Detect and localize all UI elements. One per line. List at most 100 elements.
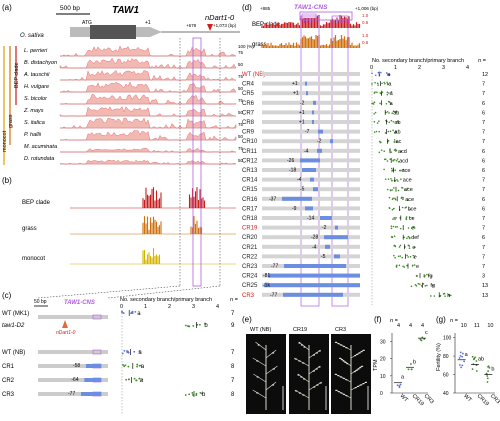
d-row-bar — [262, 254, 360, 259]
d-dot — [407, 235, 410, 238]
d-letter: ab — [394, 120, 400, 126]
d-dot — [415, 274, 418, 277]
c-line-name: CR2 — [2, 378, 15, 384]
d-dot — [402, 168, 405, 171]
d-dot — [386, 160, 389, 162]
d-n: 7 — [482, 187, 485, 193]
d-row-name: CR15 — [242, 187, 258, 193]
d-track-tick: 0.5 — [362, 20, 369, 25]
d-row-name: CR9 — [242, 130, 255, 136]
d-dot — [392, 159, 395, 161]
panel-a: (a) 500 bp TAW1 ATG +1 nDart1-0 +678 +1,… — [2, 3, 254, 165]
d-dot — [391, 208, 394, 211]
panel-c: (c) 50 bp TAW1-CNS No. secondary branch/… — [2, 291, 239, 415]
d-row-name: CR16 — [242, 197, 258, 203]
c-line-name: CR3 — [2, 392, 15, 398]
d-dot — [396, 179, 398, 181]
g-dot — [474, 356, 477, 359]
d-dot — [413, 226, 415, 228]
c-gene-top — [38, 315, 108, 319]
c-line-name: WT (MK1) — [2, 311, 29, 317]
d-dot — [379, 141, 382, 144]
d-dot — [405, 216, 408, 218]
plus1-label: +1 — [145, 20, 151, 26]
e-spikelet — [345, 379, 348, 381]
g-dot — [458, 364, 461, 366]
d-dot — [392, 129, 394, 132]
d-row-mut: -81 — [263, 273, 270, 279]
species-label: B. distachyon — [24, 60, 57, 66]
g-n: 11 — [474, 323, 480, 329]
e-spikelet — [344, 361, 347, 363]
d-row-bar — [262, 91, 360, 96]
e-spikelet — [256, 392, 259, 394]
gene-arrow — [150, 27, 162, 37]
e-spikelet — [340, 344, 343, 346]
d-dot — [426, 273, 428, 276]
d-n: 7 — [482, 130, 485, 136]
d-n: 7 — [482, 226, 485, 232]
e-spikelet — [337, 391, 341, 393]
c-dot — [121, 352, 124, 355]
d-dot — [386, 188, 389, 191]
conservation-profile — [60, 70, 236, 81]
d-dot — [388, 196, 391, 199]
d-dot — [383, 81, 385, 84]
d-axis-tick: 1 — [394, 65, 397, 71]
c-cns-box — [92, 349, 102, 355]
e-spikelet — [298, 392, 302, 394]
c-dot — [125, 378, 128, 381]
c-n: 9 — [231, 323, 235, 329]
g-group: CR3 — [489, 393, 500, 405]
e-spikelet — [339, 376, 343, 378]
d-dot — [395, 159, 398, 162]
d-dot — [401, 206, 404, 209]
d-row-bar — [262, 129, 360, 134]
f-y-tick-label: 10 — [380, 374, 386, 380]
d-row-mut: +1 — [299, 110, 305, 116]
e-spikelet — [346, 363, 349, 365]
d-letter: fg — [428, 274, 433, 280]
d-dot — [373, 120, 376, 123]
d-dot — [393, 158, 396, 161]
conservation-profile — [60, 117, 237, 129]
d-dot — [405, 217, 407, 220]
d-row-mut: -7 — [305, 129, 310, 135]
d-dot — [407, 227, 410, 229]
gene-title: TAW1 — [112, 5, 139, 16]
d-dot — [408, 237, 411, 239]
d-row-mut: -4 — [304, 148, 309, 154]
d-row-mut: -1k — [263, 283, 270, 289]
d-row-bar — [262, 81, 360, 86]
d-letter: def — [411, 235, 419, 241]
f-y-tick-label: 0 — [380, 391, 383, 397]
group-monocot: monocot — [2, 130, 8, 152]
d-dot — [388, 207, 391, 209]
e-spikelet — [302, 394, 305, 396]
e-spikelet — [337, 375, 340, 377]
scale-500bp: 500 bp — [60, 5, 80, 12]
e-spikelet — [359, 367, 362, 369]
track-tick: 50 — [238, 86, 244, 91]
g-y-tick-label: 100 — [443, 336, 452, 342]
d-dot — [390, 91, 393, 93]
d-n: 7 — [482, 178, 485, 184]
d-dot — [381, 82, 383, 85]
c-letter: b — [202, 392, 206, 398]
e-spikelet — [303, 346, 306, 348]
d-row-deletion — [334, 254, 340, 259]
d-n: 6 — [482, 206, 485, 212]
c-dot — [204, 322, 206, 325]
d-letter: acd — [399, 158, 408, 164]
f-dot — [399, 383, 402, 386]
c-dot — [188, 393, 191, 396]
d-dot — [376, 91, 378, 94]
d-row-bar — [262, 110, 360, 115]
species-label: M. acuminata — [24, 144, 57, 150]
d-row-name: CR20 — [242, 235, 258, 241]
d-row-name: CR21 — [242, 245, 258, 251]
g-y-tick-label: 40 — [443, 391, 449, 397]
c-axis-tick: 1 — [144, 304, 147, 310]
panel-b: (b) BEP clade grass monocot — [2, 176, 236, 265]
n-header-c: n = — [230, 297, 239, 303]
